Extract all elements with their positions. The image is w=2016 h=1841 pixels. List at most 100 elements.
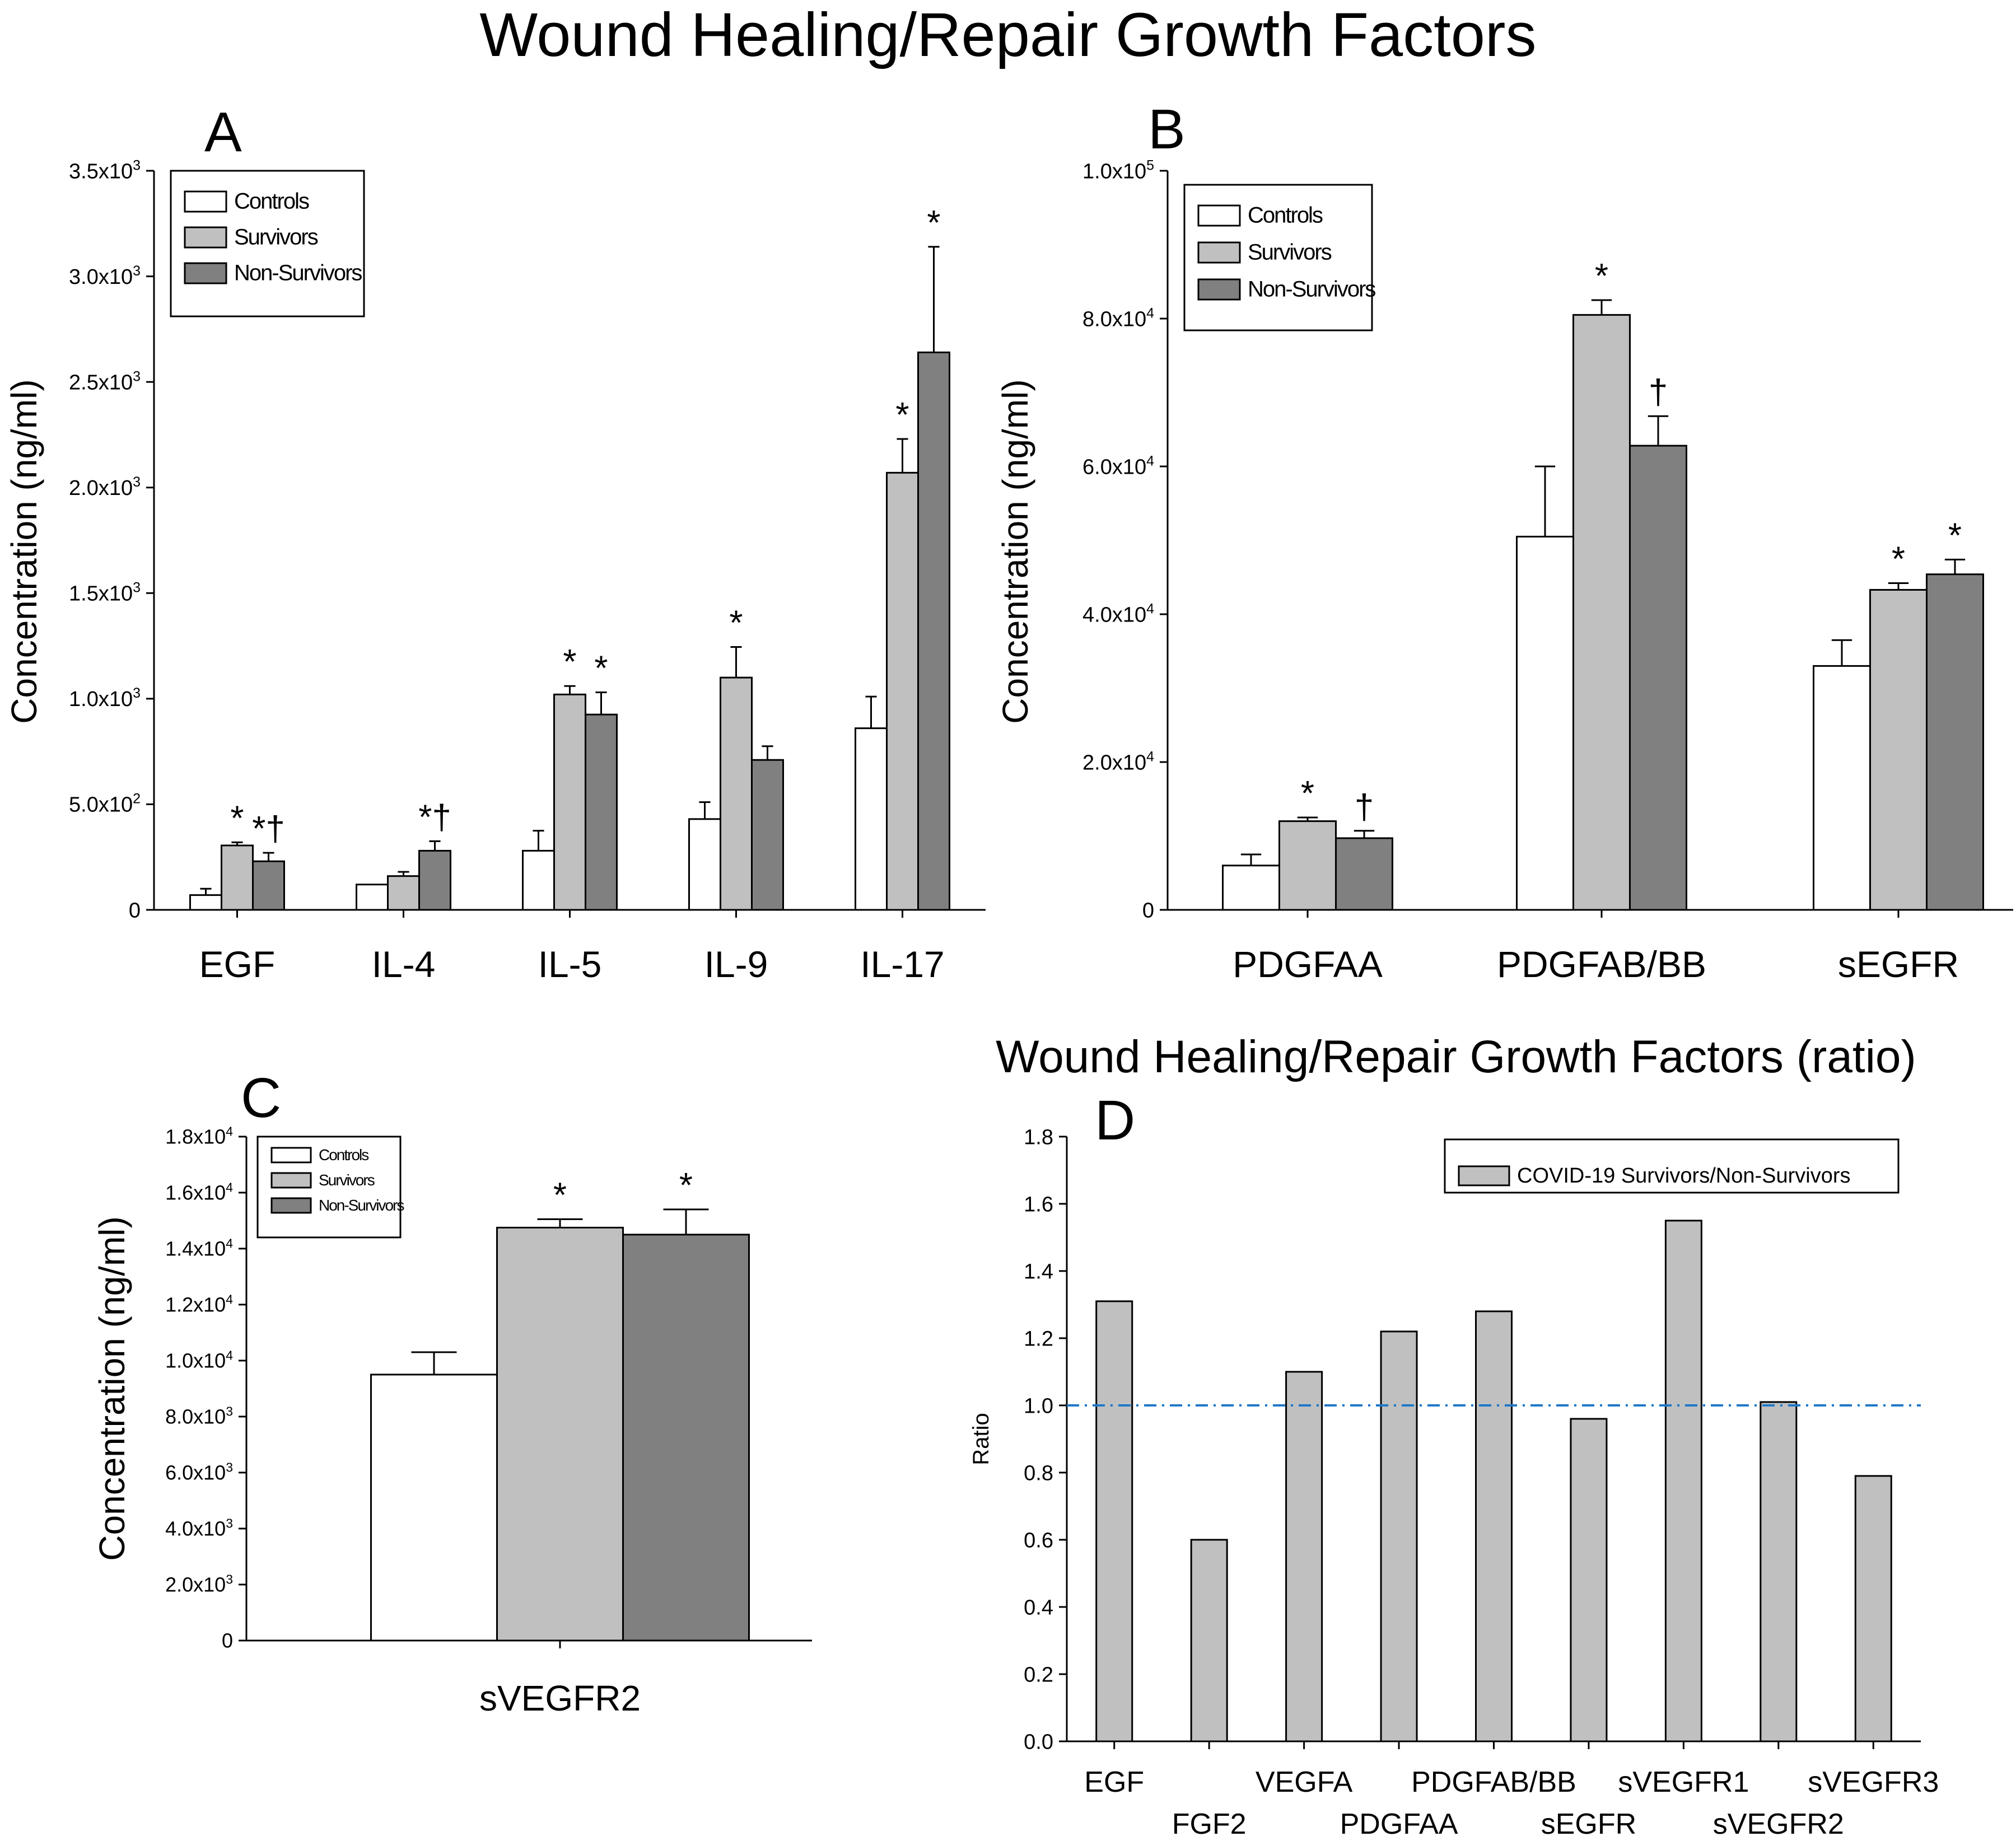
y-tick-label-mantissa: 5.0x10 <box>69 793 133 817</box>
y-tick-label-mantissa: 1.0 <box>1024 1394 1053 1418</box>
x-tick-label: EGF <box>1084 1766 1144 1798</box>
bar <box>1664 1219 1702 1742</box>
legend-box <box>1444 1138 1900 1194</box>
significance-marker: * <box>1301 774 1314 813</box>
bar <box>751 759 784 911</box>
y-tick-label-exponent: 3 <box>133 157 141 173</box>
y-tick-label-mantissa: 0.2 <box>1024 1663 1053 1686</box>
y-tick-label-mantissa: 1.8 <box>1024 1125 1053 1149</box>
bar <box>917 351 950 911</box>
y-tick-label-mantissa: 4.0x10 <box>1082 603 1146 627</box>
significance-marker: * <box>230 799 244 838</box>
y-axis-label: Concentration (ng/ml) <box>995 379 1035 723</box>
significance-marker: * <box>553 1176 567 1215</box>
x-tick-label: PDGFAA <box>1233 943 1383 985</box>
bar <box>189 894 222 911</box>
bar <box>221 844 254 911</box>
significance-marker: * <box>895 396 909 434</box>
significance-marker: * <box>563 643 576 681</box>
bar <box>1380 1330 1418 1742</box>
y-tick-label-mantissa: 6.0x10 <box>1082 455 1146 479</box>
bar <box>1760 1401 1798 1742</box>
legend-swatch <box>184 262 227 284</box>
y-tick-label-exponent: 4 <box>1146 453 1154 469</box>
bar <box>1629 445 1687 911</box>
legend-swatch <box>1197 204 1241 227</box>
y-tick-label: 1.6 <box>1024 1193 1053 1216</box>
y-tick-label-mantissa: 1.2 <box>1024 1327 1053 1351</box>
y-tick-label: 0 <box>222 1629 233 1652</box>
significance-marker: * <box>729 604 743 642</box>
y-tick-label-mantissa: 1.4x10 <box>165 1237 226 1260</box>
y-tick-label-exponent: 3 <box>133 474 141 490</box>
significance-marker: *† <box>418 798 451 837</box>
panel-d-title: Wound Healing/Repair Growth Factors (rat… <box>996 1031 1916 1082</box>
bar <box>356 884 389 911</box>
legend-swatch <box>270 1147 312 1164</box>
significance-marker: * <box>679 1166 693 1205</box>
y-tick-label-mantissa: 8.0x10 <box>165 1405 226 1428</box>
bar <box>1335 837 1393 911</box>
legend-label: Survivors <box>1248 240 1332 265</box>
x-tick-label: VEGFA <box>1256 1766 1353 1798</box>
y-tick-label-exponent: 5 <box>1146 157 1154 173</box>
bar <box>1926 573 1984 911</box>
y-tick-label-mantissa: 0.0 <box>1024 1730 1053 1754</box>
legend-swatch <box>184 226 227 249</box>
y-axis-label: Concentration (ng/ml) <box>92 1216 132 1560</box>
y-tick-label-exponent: 4 <box>226 1236 233 1251</box>
legend-swatch <box>270 1197 312 1214</box>
y-axis-label: Concentration (ng/ml) <box>4 379 44 723</box>
bar <box>496 1227 624 1642</box>
y-tick-label: 0 <box>1142 899 1154 922</box>
y-tick-label-mantissa: 2.0x10 <box>1082 751 1146 774</box>
y-tick-label: 1.2x104 <box>165 1292 233 1316</box>
significance-marker: * <box>1595 257 1608 296</box>
y-tick-label-mantissa: 2.5x10 <box>69 371 133 394</box>
figure-title: Wound Healing/Repair Growth Factors <box>479 1 1536 69</box>
panel-letter-a: A <box>204 101 242 163</box>
legend-label: Non-Survivors <box>234 261 362 286</box>
legend-label: Controls <box>319 1146 368 1164</box>
x-tick-label: IL-4 <box>372 943 436 985</box>
x-tick-label: PDGFAB/BB <box>1411 1766 1576 1798</box>
x-tick-label: IL-17 <box>860 943 944 985</box>
bar <box>1222 865 1280 911</box>
y-tick-label: 0.2 <box>1024 1663 1053 1686</box>
y-tick-label-mantissa: 0.6 <box>1024 1529 1053 1552</box>
y-tick-label: 1.5x103 <box>69 580 141 606</box>
legend-label: Survivors <box>319 1171 375 1189</box>
y-tick-label: 1.4 <box>1024 1260 1053 1283</box>
y-tick-label: 0.0 <box>1024 1730 1053 1754</box>
y-tick-label-exponent: 3 <box>133 368 141 384</box>
y-tick-label-exponent: 3 <box>133 685 141 701</box>
y-tick-label: 0.6 <box>1024 1529 1053 1552</box>
bar <box>688 818 721 911</box>
bar <box>418 849 451 911</box>
y-tick-label-mantissa: 1.0x10 <box>69 688 133 711</box>
legend-swatch <box>184 190 227 213</box>
significance-marker: † <box>1649 373 1668 412</box>
y-tick-label-mantissa: 0 <box>222 1629 233 1652</box>
bar <box>1570 1418 1608 1742</box>
bar <box>720 676 753 911</box>
legend-swatch <box>1197 241 1241 264</box>
x-tick-label: sVEGFR2 <box>479 1678 641 1718</box>
legend-swatch <box>1197 278 1241 301</box>
bar <box>1869 588 1928 911</box>
bar <box>1813 665 1871 911</box>
y-tick-label-exponent: 3 <box>226 1572 233 1587</box>
legend-label: Non-Survivors <box>1248 277 1375 302</box>
y-tick-label: 2.0x103 <box>165 1572 233 1596</box>
y-tick-label: 1.8x104 <box>165 1124 233 1148</box>
y-tick-label-exponent: 3 <box>226 1404 233 1419</box>
bar <box>553 693 586 911</box>
significance-marker: * <box>594 650 608 688</box>
y-tick-label-exponent: 3 <box>133 263 141 279</box>
y-tick-label-mantissa: 3.0x10 <box>69 265 133 289</box>
y-tick-label-exponent: 2 <box>133 791 141 807</box>
y-tick-label: 1.0x103 <box>69 685 141 711</box>
y-tick-label-mantissa: 0 <box>1142 899 1154 922</box>
bar <box>855 727 888 911</box>
